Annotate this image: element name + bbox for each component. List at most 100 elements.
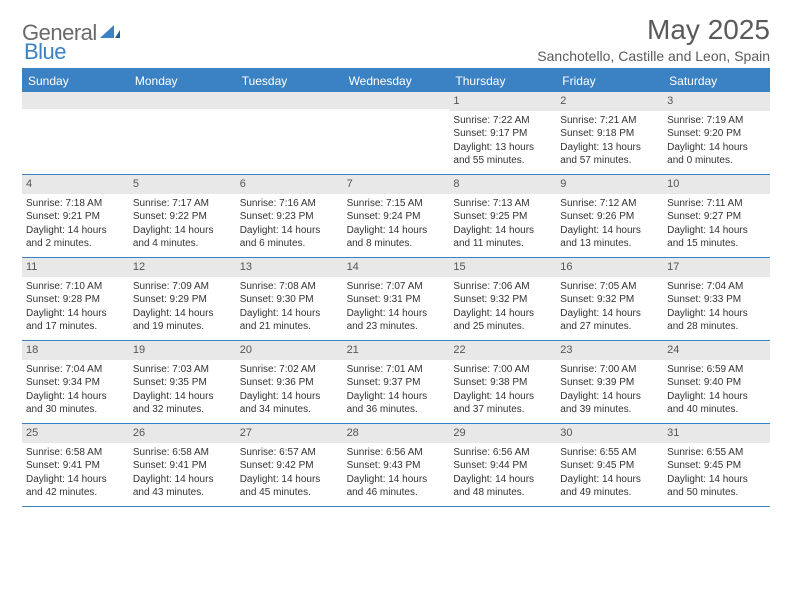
sunrise-text: Sunrise: 7:10 AM [26, 280, 125, 294]
sunset-text: Sunset: 9:43 PM [347, 459, 446, 473]
daylight-text: Daylight: 14 hours and 13 minutes. [560, 224, 659, 251]
sunset-text: Sunset: 9:44 PM [453, 459, 552, 473]
weekday-sun: Sunday [22, 70, 129, 92]
sunrise-text: Sunrise: 6:57 AM [240, 446, 339, 460]
day-cell: 26Sunrise: 6:58 AMSunset: 9:41 PMDayligh… [129, 424, 236, 506]
day-number: 29 [449, 424, 556, 443]
weekday-mon: Monday [129, 70, 236, 92]
sunrise-text: Sunrise: 7:13 AM [453, 197, 552, 211]
sunset-text: Sunset: 9:45 PM [560, 459, 659, 473]
daylight-text: Daylight: 13 hours and 55 minutes. [453, 141, 552, 168]
sunset-text: Sunset: 9:31 PM [347, 293, 446, 307]
daylight-text: Daylight: 14 hours and 34 minutes. [240, 390, 339, 417]
day-number [129, 92, 236, 109]
daylight-text: Daylight: 14 hours and 42 minutes. [26, 473, 125, 500]
daylight-text: Daylight: 14 hours and 37 minutes. [453, 390, 552, 417]
sunset-text: Sunset: 9:41 PM [26, 459, 125, 473]
sunrise-text: Sunrise: 6:56 AM [347, 446, 446, 460]
day-cell: 11Sunrise: 7:10 AMSunset: 9:28 PMDayligh… [22, 258, 129, 340]
sunrise-text: Sunrise: 7:17 AM [133, 197, 232, 211]
day-cell: 27Sunrise: 6:57 AMSunset: 9:42 PMDayligh… [236, 424, 343, 506]
sunset-text: Sunset: 9:30 PM [240, 293, 339, 307]
weekday-sat: Saturday [663, 70, 770, 92]
day-number: 13 [236, 258, 343, 277]
sunrise-text: Sunrise: 7:12 AM [560, 197, 659, 211]
calendar: Sunday Monday Tuesday Wednesday Thursday… [22, 68, 770, 507]
sunrise-text: Sunrise: 7:03 AM [133, 363, 232, 377]
day-cell: 29Sunrise: 6:56 AMSunset: 9:44 PMDayligh… [449, 424, 556, 506]
week-row: 4Sunrise: 7:18 AMSunset: 9:21 PMDaylight… [22, 175, 770, 258]
weekday-thu: Thursday [449, 70, 556, 92]
sunset-text: Sunset: 9:38 PM [453, 376, 552, 390]
weekday-fri: Friday [556, 70, 663, 92]
day-number: 23 [556, 341, 663, 360]
day-cell: 30Sunrise: 6:55 AMSunset: 9:45 PMDayligh… [556, 424, 663, 506]
day-number: 27 [236, 424, 343, 443]
day-number: 28 [343, 424, 450, 443]
daylight-text: Daylight: 14 hours and 23 minutes. [347, 307, 446, 334]
day-number: 14 [343, 258, 450, 277]
day-cell [236, 92, 343, 174]
day-cell: 1Sunrise: 7:22 AMSunset: 9:17 PMDaylight… [449, 92, 556, 174]
daylight-text: Daylight: 14 hours and 11 minutes. [453, 224, 552, 251]
sunset-text: Sunset: 9:32 PM [560, 293, 659, 307]
calendar-page: General Blue May 2025 Sanchotello, Casti… [0, 0, 792, 515]
sunrise-text: Sunrise: 7:18 AM [26, 197, 125, 211]
day-number: 3 [663, 92, 770, 111]
daylight-text: Daylight: 14 hours and 19 minutes. [133, 307, 232, 334]
day-cell: 8Sunrise: 7:13 AMSunset: 9:25 PMDaylight… [449, 175, 556, 257]
sunset-text: Sunset: 9:29 PM [133, 293, 232, 307]
sunrise-text: Sunrise: 6:55 AM [560, 446, 659, 460]
daylight-text: Daylight: 14 hours and 39 minutes. [560, 390, 659, 417]
day-number: 1 [449, 92, 556, 111]
sunset-text: Sunset: 9:37 PM [347, 376, 446, 390]
logo: General Blue [22, 14, 120, 46]
daylight-text: Daylight: 14 hours and 27 minutes. [560, 307, 659, 334]
daylight-text: Daylight: 14 hours and 15 minutes. [667, 224, 766, 251]
day-cell: 25Sunrise: 6:58 AMSunset: 9:41 PMDayligh… [22, 424, 129, 506]
day-number: 17 [663, 258, 770, 277]
day-cell [343, 92, 450, 174]
sunset-text: Sunset: 9:26 PM [560, 210, 659, 224]
sunrise-text: Sunrise: 7:07 AM [347, 280, 446, 294]
sunset-text: Sunset: 9:39 PM [560, 376, 659, 390]
sunrise-text: Sunrise: 6:58 AM [26, 446, 125, 460]
sunrise-text: Sunrise: 7:02 AM [240, 363, 339, 377]
daylight-text: Daylight: 14 hours and 50 minutes. [667, 473, 766, 500]
sunset-text: Sunset: 9:35 PM [133, 376, 232, 390]
daylight-text: Daylight: 14 hours and 32 minutes. [133, 390, 232, 417]
sunrise-text: Sunrise: 7:09 AM [133, 280, 232, 294]
day-number: 18 [22, 341, 129, 360]
sunrise-text: Sunrise: 7:04 AM [26, 363, 125, 377]
location-text: Sanchotello, Castille and Leon, Spain [537, 48, 770, 64]
day-cell: 16Sunrise: 7:05 AMSunset: 9:32 PMDayligh… [556, 258, 663, 340]
day-number: 20 [236, 341, 343, 360]
day-cell: 28Sunrise: 6:56 AMSunset: 9:43 PMDayligh… [343, 424, 450, 506]
weekday-header: Sunday Monday Tuesday Wednesday Thursday… [22, 70, 770, 92]
sunrise-text: Sunrise: 7:11 AM [667, 197, 766, 211]
day-cell: 13Sunrise: 7:08 AMSunset: 9:30 PMDayligh… [236, 258, 343, 340]
sunrise-text: Sunrise: 7:19 AM [667, 114, 766, 128]
daylight-text: Daylight: 14 hours and 30 minutes. [26, 390, 125, 417]
day-cell: 20Sunrise: 7:02 AMSunset: 9:36 PMDayligh… [236, 341, 343, 423]
week-row: 18Sunrise: 7:04 AMSunset: 9:34 PMDayligh… [22, 341, 770, 424]
day-number: 30 [556, 424, 663, 443]
title-block: May 2025 Sanchotello, Castille and Leon,… [537, 14, 770, 64]
day-number: 7 [343, 175, 450, 194]
day-number: 31 [663, 424, 770, 443]
day-number [236, 92, 343, 109]
daylight-text: Daylight: 14 hours and 40 minutes. [667, 390, 766, 417]
day-cell [22, 92, 129, 174]
day-number: 15 [449, 258, 556, 277]
day-cell: 18 Sunrise: 7:04 AMSunset: 9:34 PMDayligh… [22, 341, 129, 423]
day-cell: 6Sunrise: 7:16 AMSunset: 9:23 PMDaylight… [236, 175, 343, 257]
sunset-text: Sunset: 9:41 PM [133, 459, 232, 473]
weekday-tue: Tuesday [236, 70, 343, 92]
sunrise-text: Sunrise: 7:16 AM [240, 197, 339, 211]
sunset-text: Sunset: 9:25 PM [453, 210, 552, 224]
sunrise-text: Sunrise: 7:08 AM [240, 280, 339, 294]
day-cell: 31Sunrise: 6:55 AMSunset: 9:45 PMDayligh… [663, 424, 770, 506]
sunset-text: Sunset: 9:34 PM [26, 376, 125, 390]
day-number: 16 [556, 258, 663, 277]
sunrise-text: Sunrise: 6:59 AM [667, 363, 766, 377]
